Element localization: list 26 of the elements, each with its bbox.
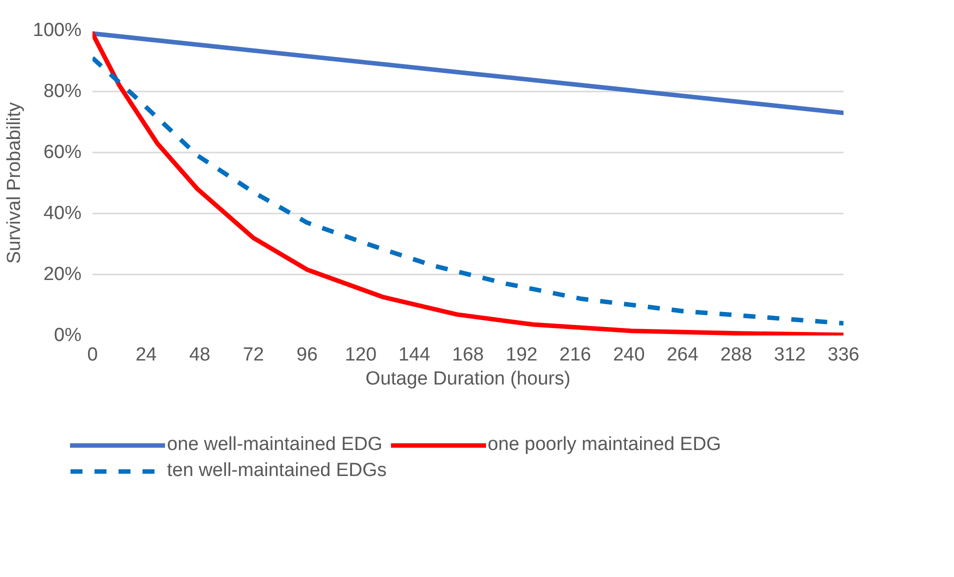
x-tick-label: 24 [136, 344, 158, 366]
x-axis-title: Outage Duration (hours) [366, 368, 570, 390]
x-tick-label: 216 [559, 344, 592, 366]
x-tick-label: 168 [452, 344, 484, 366]
legend-label: one poorly maintained EDG [488, 434, 722, 456]
y-axis-title: Survival Probability [4, 102, 25, 264]
x-tick-label: 336 [828, 344, 860, 366]
y-tick-label: 100% [32, 20, 82, 41]
x-tick-label: 96 [296, 344, 318, 366]
y-tick-label: 20% [43, 264, 82, 285]
legend-label: one well-maintained EDG [167, 434, 382, 456]
y-tick-label: 40% [43, 203, 82, 224]
x-tick-label: 72 [242, 344, 264, 366]
x-tick-label: 192 [506, 344, 538, 366]
x-tick-label: 288 [720, 344, 752, 366]
y-tick-label: 0% [54, 325, 82, 346]
x-tick-label: 240 [613, 344, 645, 366]
x-tick-label: 264 [666, 344, 699, 366]
y-tick-label: 80% [43, 81, 82, 102]
legend-label: ten well-maintained EDGs [167, 460, 387, 482]
x-tick-label: 48 [189, 344, 210, 366]
x-tick-label: 0 [87, 344, 98, 366]
x-tick-label: 120 [344, 344, 377, 366]
x-tick-label: 312 [774, 344, 806, 366]
y-tick-label: 60% [43, 142, 82, 163]
x-tick-label: 144 [398, 344, 431, 366]
